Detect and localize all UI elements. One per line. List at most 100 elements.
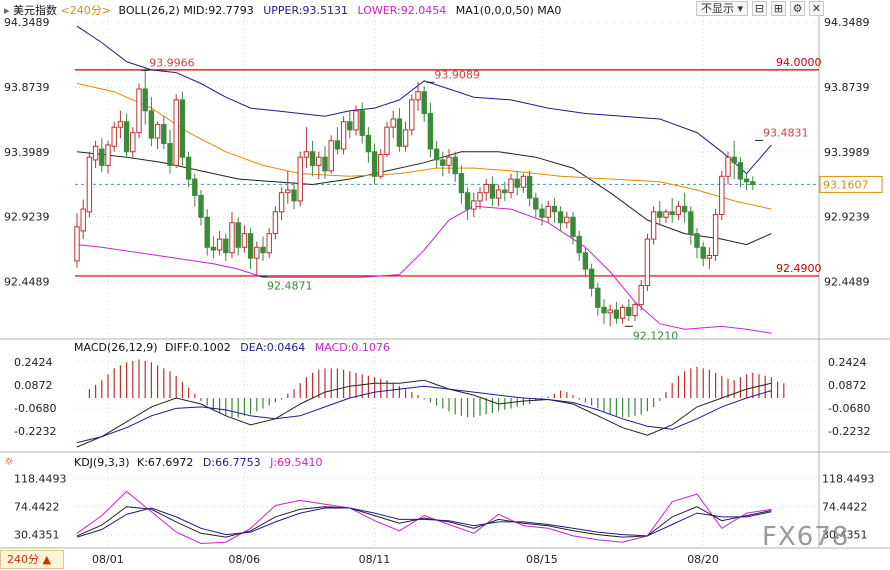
candle-body bbox=[712, 214, 719, 256]
x-tick-label: 08/06 bbox=[228, 553, 260, 566]
boll-mid-line bbox=[76, 151, 772, 246]
main-left-tick-label: 94.3489 bbox=[4, 16, 50, 29]
kdj-right-tick-label: 30.4351 bbox=[822, 528, 868, 541]
candle-body bbox=[316, 156, 322, 166]
candle-body bbox=[471, 200, 477, 210]
candle-body bbox=[80, 208, 86, 232]
candle-body bbox=[700, 246, 706, 259]
main-right-tick-label: 92.9239 bbox=[824, 211, 870, 224]
candle-body bbox=[421, 91, 427, 115]
candle-body bbox=[229, 222, 235, 254]
candle-body bbox=[117, 121, 124, 128]
candle-body bbox=[402, 129, 409, 147]
boll-label: BOLL(26,2) bbox=[118, 4, 180, 17]
current-price-label: 93.1607 bbox=[823, 178, 869, 191]
candle-body bbox=[136, 88, 142, 134]
macd-label: MACD(26,12,9) bbox=[74, 341, 158, 354]
candle-body bbox=[285, 189, 291, 194]
candle-body bbox=[557, 211, 564, 224]
kdj-label: KDJ(9,3,3) bbox=[74, 456, 130, 469]
candle-body bbox=[650, 211, 657, 240]
kdj-right-tick-label: 74.4422 bbox=[822, 500, 868, 513]
collapse-arrow-icon[interactable]: ▸ bbox=[4, 4, 14, 17]
candle-body bbox=[595, 287, 601, 308]
candle-body bbox=[638, 285, 644, 306]
candle-body bbox=[495, 189, 502, 199]
hide-dropdown[interactable]: 不显示 ▾ bbox=[696, 1, 748, 16]
kdj-d-line bbox=[76, 507, 772, 538]
x-tick-label: 08/15 bbox=[526, 553, 558, 566]
macd-macd-value: MACD:0.1076 bbox=[314, 341, 390, 354]
extreme-label: 92.1210 bbox=[633, 329, 679, 342]
candle-body bbox=[297, 156, 303, 202]
current-price-box bbox=[819, 175, 883, 193]
candle-body bbox=[396, 118, 403, 147]
candle-body bbox=[210, 246, 217, 251]
candle-body bbox=[241, 233, 248, 248]
x-tick-label: 08/01 bbox=[92, 553, 124, 566]
main-header: ▸ 美元指数 <240分> BOLL(26,2) MID:92.7793 UPP… bbox=[4, 2, 561, 18]
candle-body bbox=[452, 156, 458, 175]
main-left-tick-label: 93.3989 bbox=[4, 146, 50, 159]
candle-body bbox=[508, 178, 514, 194]
boll-upper-line bbox=[76, 25, 772, 175]
symbol-name: 美元指数 bbox=[13, 4, 58, 17]
candle-body bbox=[390, 118, 396, 128]
kdj-k-value: K:67.6972 bbox=[137, 456, 194, 469]
candle-body bbox=[719, 175, 725, 216]
candle-body bbox=[613, 309, 620, 319]
macd-left-tick-label: 0.2424 bbox=[14, 356, 53, 369]
macd-right-tick-label: -0.0680 bbox=[828, 402, 870, 415]
candle-body bbox=[291, 189, 297, 202]
alert-line-label: 92.4900 bbox=[776, 262, 822, 275]
candle-body bbox=[663, 211, 669, 218]
candle-body bbox=[99, 148, 105, 166]
main-right-tick-label: 93.8739 bbox=[824, 81, 870, 94]
main-left-tick-label: 92.9239 bbox=[4, 211, 50, 224]
collapse-icon[interactable]: ⊟ bbox=[752, 1, 767, 16]
candle-body bbox=[539, 208, 545, 218]
candle-body bbox=[359, 110, 365, 136]
candle-body bbox=[570, 216, 576, 237]
candle-body bbox=[626, 306, 632, 317]
candle-body bbox=[502, 189, 508, 194]
macd-left-tick-label: 0.0872 bbox=[14, 379, 53, 392]
expand-icon[interactable]: ⊞ bbox=[771, 1, 786, 16]
candle-body bbox=[440, 159, 446, 166]
kdj-right-tick-label: 118.4493 bbox=[822, 473, 875, 486]
candle-body bbox=[328, 140, 334, 172]
candle-body bbox=[632, 304, 638, 317]
candle-body bbox=[123, 121, 130, 153]
candle-body bbox=[198, 194, 204, 218]
candle-body bbox=[644, 238, 651, 287]
kdj-j-line bbox=[76, 490, 772, 545]
candle-body bbox=[185, 156, 192, 180]
candle-body bbox=[278, 192, 285, 213]
kdj-j-value: J:69.5410 bbox=[270, 456, 323, 469]
candle-body bbox=[111, 126, 117, 147]
candle-body bbox=[458, 173, 465, 194]
macd-left-tick-label: -0.2232 bbox=[14, 425, 56, 438]
candle-body bbox=[371, 151, 378, 177]
main-left-tick-label: 92.4489 bbox=[4, 276, 50, 289]
x-tick-label: 08/20 bbox=[687, 553, 719, 566]
candle-body bbox=[706, 254, 713, 259]
candle-body bbox=[384, 126, 390, 155]
extreme-label: 93.9966 bbox=[149, 56, 195, 69]
settings-icon[interactable]: ⚙ bbox=[790, 1, 805, 16]
close-icon[interactable]: ✕ bbox=[809, 1, 824, 16]
candle-body bbox=[533, 197, 539, 210]
candle-body bbox=[142, 88, 148, 112]
candle-body bbox=[322, 156, 328, 172]
kdj-k-line bbox=[76, 506, 772, 538]
extreme-label: 92.4871 bbox=[267, 279, 313, 292]
candle-body bbox=[743, 178, 750, 183]
candle-body bbox=[433, 148, 440, 161]
kdj-gear-icon[interactable]: ☼ bbox=[4, 455, 14, 468]
candle-body bbox=[173, 99, 179, 166]
candle-body bbox=[365, 134, 372, 153]
candle-body bbox=[619, 306, 626, 319]
macd-right-tick-label: -0.2232 bbox=[828, 425, 870, 438]
period-button[interactable]: 240分 ▲ bbox=[0, 550, 64, 569]
x-tick-label: 08/11 bbox=[359, 553, 391, 566]
